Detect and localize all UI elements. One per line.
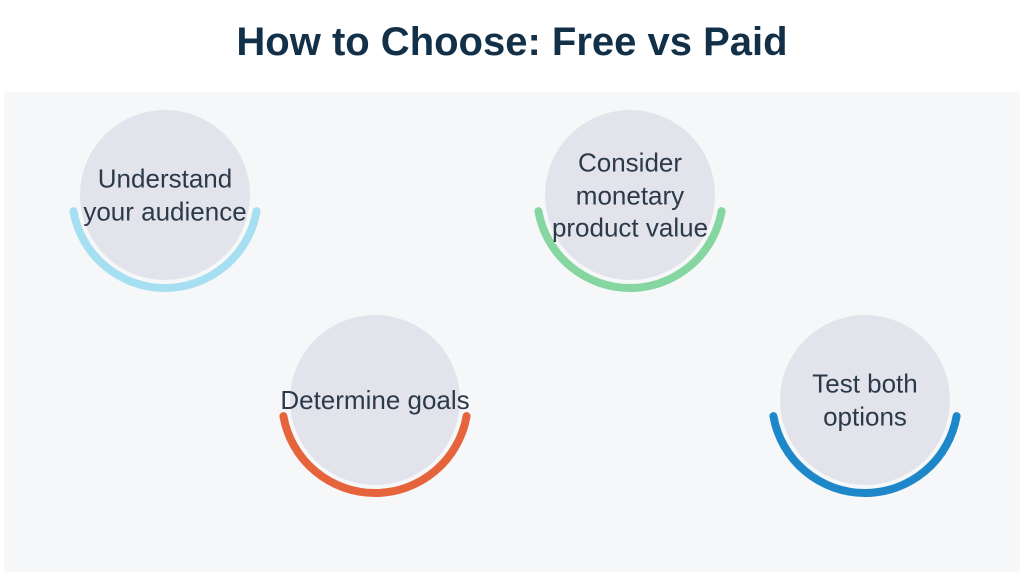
- node-label: Considermonetaryproduct value: [523, 146, 737, 244]
- page-title: How to Choose: Free vs Paid: [0, 20, 1024, 65]
- page: How to Choose: Free vs Paid Understandyo…: [0, 0, 1024, 576]
- diagram-node-determine-goals: Determine goals: [268, 293, 482, 507]
- node-label: Determine goals: [268, 384, 482, 417]
- node-label: Test bothoptions: [758, 368, 972, 433]
- diagram-node-monetary-value: Considermonetaryproduct value: [523, 88, 737, 302]
- diagram-node-test-both: Test bothoptions: [758, 293, 972, 507]
- diagram-node-understand-audience: Understandyour audience: [58, 88, 272, 302]
- node-label: Understandyour audience: [58, 163, 272, 228]
